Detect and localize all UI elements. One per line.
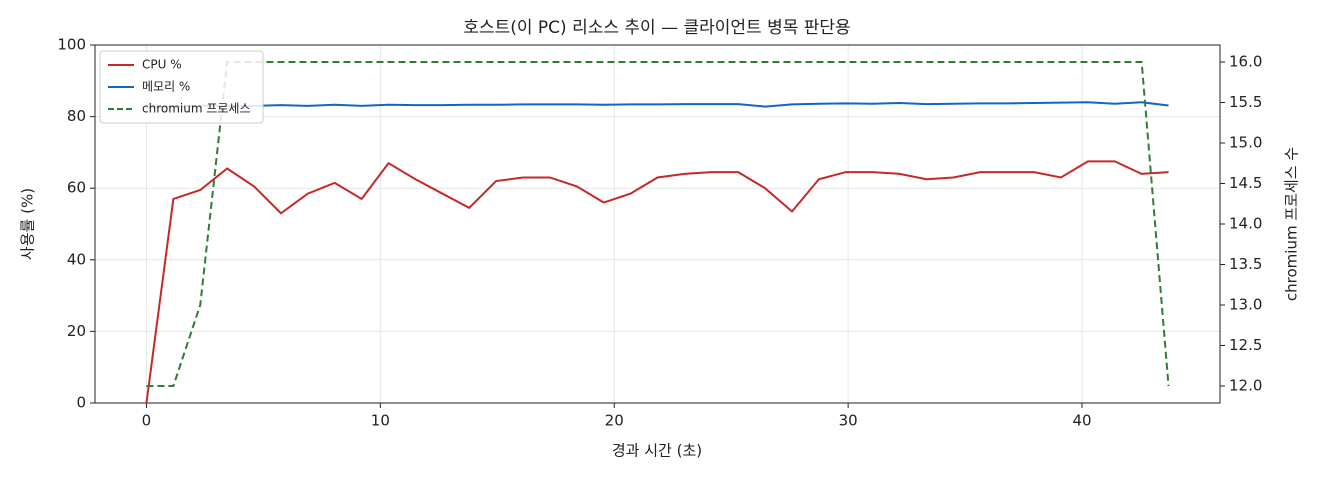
x-tick-label: 10: [371, 412, 390, 430]
data-line: [146, 61, 1170, 387]
x-tick-label: 20: [605, 412, 624, 430]
legend-box: [99, 50, 264, 124]
y-tick-label: 20: [67, 322, 86, 340]
legend-label: 메모리 %: [142, 80, 190, 94]
data-line: [146, 101, 1169, 109]
y-tick-label: 40: [67, 250, 86, 268]
legend: CPU % 메모리 % chromium 프로세스: [99, 50, 264, 124]
y2-tick-label: 14.0: [1229, 215, 1262, 233]
y2-tick-label: 12.5: [1229, 336, 1262, 354]
y2-tick-label: 16.0: [1229, 53, 1262, 71]
y2-tick-label: 13.0: [1229, 295, 1262, 313]
y-tick-label: 100: [57, 36, 86, 54]
x-tick-label: 0: [142, 412, 152, 430]
y2-tick-label: 15.5: [1229, 93, 1262, 111]
y-tick-label: 80: [67, 107, 86, 125]
y2-tick-label: 12.0: [1229, 376, 1262, 394]
data-line: [145, 160, 1169, 404]
legend-label: CPU %: [142, 58, 182, 72]
y-tick-label: 0: [76, 394, 86, 412]
y2-tick-label: 15.0: [1229, 134, 1262, 152]
y2-tick-label: 14.5: [1229, 174, 1262, 192]
y2-axis-label: chromium 프로세스 수: [1283, 147, 1301, 301]
plot-frame: [94, 44, 1221, 404]
x-axis-label: 경과 시간 (초): [612, 442, 702, 460]
chart-title: 호스트(이 PC) 리소스 추이 — 클라이언트 병목 판단용: [463, 18, 850, 38]
y-axis-label: 사용률 (%): [19, 188, 37, 260]
legend-label: chromium 프로세스: [142, 102, 251, 116]
y-tick-label: 60: [67, 179, 86, 197]
x-tick-label: 30: [839, 412, 858, 430]
y2-tick-label: 13.5: [1229, 255, 1262, 273]
x-tick-label: 40: [1072, 412, 1091, 430]
